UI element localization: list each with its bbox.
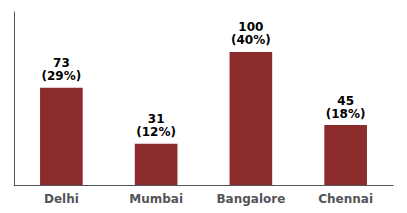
svg-text:Bangalore: Bangalore	[216, 192, 285, 206]
svg-text:(12%): (12%)	[136, 125, 176, 139]
svg-text:(40%): (40%)	[231, 33, 271, 47]
svg-text:(29%): (29%)	[42, 69, 82, 83]
svg-text:45: 45	[337, 94, 354, 108]
svg-text:Mumbai: Mumbai	[129, 192, 183, 206]
svg-text:Chennai: Chennai	[318, 192, 373, 206]
svg-text:73: 73	[53, 56, 70, 70]
svg-text:100: 100	[238, 20, 263, 34]
svg-text:Delhi: Delhi	[44, 192, 79, 206]
svg-text:31: 31	[148, 112, 165, 126]
svg-text:(18%): (18%)	[326, 107, 366, 121]
